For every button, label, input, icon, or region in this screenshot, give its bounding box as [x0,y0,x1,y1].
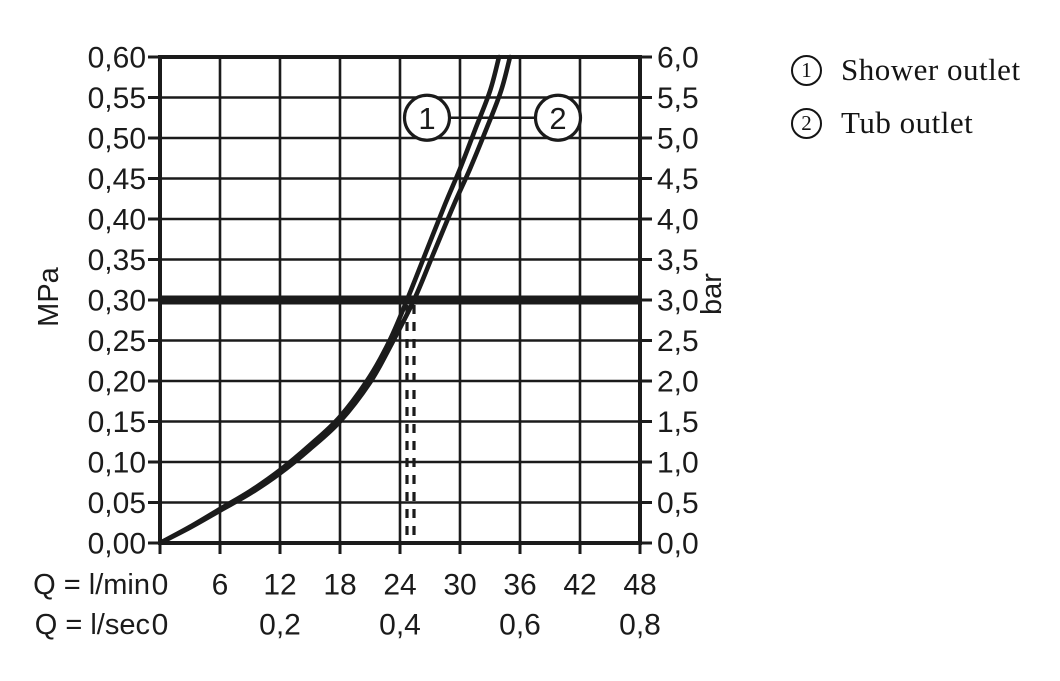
mpa-tick-label: 0,50 [88,123,146,156]
legend-item-shower-outlet: 1 Shower outlet [791,52,1021,88]
curves [157,54,513,546]
flow-indicator-dashed-lines [405,305,416,543]
grid [158,55,642,545]
bar-tick-label: 3,0 [657,285,699,318]
lmin-tick-label: 30 [443,569,476,602]
lmin-tick-label: 18 [323,569,356,602]
circled-1-icon: 1 [791,54,822,86]
lsec-tick-label: 0,8 [619,609,661,642]
mpa-tick-label: 0,45 [88,163,146,196]
mpa-tick-label: 0,20 [88,366,146,399]
mpa-tick-label: 0,30 [88,285,146,318]
axis-unit-labels: MPa bar [33,266,728,327]
right-axis-unit-bar: bar [696,273,728,315]
bar-tick-label: 4,0 [657,204,699,237]
x-axis-lsec: Q = l/sec 0 0,2 0,4 0,6 0,8 [35,609,661,642]
lmin-tick-label: 0 [152,569,169,602]
bar-tick-label: 0,0 [657,528,699,561]
mpa-tick-label: 0,05 [88,487,146,520]
bar-tick-label: 2,5 [657,325,699,358]
bar-tick-label: 2,0 [657,366,699,399]
lmin-tick-label: 6 [212,569,229,602]
mpa-tick-label: 0,40 [88,204,146,237]
x-axis-lmin: Q = l/min 0 6 12 18 24 30 36 42 48 [33,569,657,602]
lmin-tick-label: 36 [503,569,536,602]
curve-marker-number-1: 1 [418,101,435,136]
bar-tick-label: 6,0 [657,42,699,75]
bar-tick-label: 0,5 [657,487,699,520]
lmin-tick-label: 24 [383,569,416,602]
legend-item-tub-outlet: 2 Tub outlet [791,105,1021,141]
y-axis-right-tick-labels: 6,0 5,5 5,0 4,5 4,0 3,5 3,0 2,5 2,0 1,5 1,0 0,5 0,0 [657,42,699,561]
bar-tick-label: 5,0 [657,123,699,156]
legend-label-tub-outlet: Tub outlet [841,105,974,140]
bar-tick-label: 1,0 [657,447,699,480]
mpa-tick-label: 0,60 [88,42,146,75]
mpa-tick-label: 0,35 [88,244,146,277]
curve-marker-circle-2 [533,93,583,142]
mpa-tick-label: 0,10 [88,447,146,480]
curve-marker-number-2: 2 [549,101,566,136]
x-axis-label-lmin: Q = l/min [33,569,150,601]
lsec-tick-label: 0,4 [379,609,421,642]
lsec-tick-label: 0 [152,609,169,642]
mpa-tick-label: 0,00 [88,528,146,561]
bar-tick-label: 4,5 [657,163,699,196]
lsec-tick-label: 0,6 [499,609,541,642]
lsec-tick-label: 0,2 [259,609,301,642]
bar-tick-label: 1,5 [657,406,699,439]
x-axis-label-lsec: Q = l/sec [35,609,150,641]
lmin-tick-label: 42 [563,569,596,602]
mpa-tick-label: 0,25 [88,325,146,358]
curve-marker-circle-1 [402,93,452,142]
legend: 1 Shower outlet 2 Tub outlet [791,52,1021,158]
bar-tick-label: 3,5 [657,244,699,277]
bar-tick-label: 5,5 [657,82,699,115]
lmin-tick-label: 12 [263,569,296,602]
axis-ticks [148,55,652,554]
mpa-tick-label: 0,55 [88,82,146,115]
y-axis-left-tick-labels: 0,60 0,55 0,50 0,45 0,40 0,35 0,30 0,25 0,20 0,15… [88,42,146,561]
lmin-tick-label: 48 [623,569,656,602]
curve-tub-outlet [157,54,513,546]
mpa-tick-label: 0,15 [88,406,146,439]
circled-2-icon: 2 [791,107,822,139]
left-axis-unit-mpa: MPa [33,266,65,327]
legend-label-shower-outlet: Shower outlet [841,52,1021,87]
